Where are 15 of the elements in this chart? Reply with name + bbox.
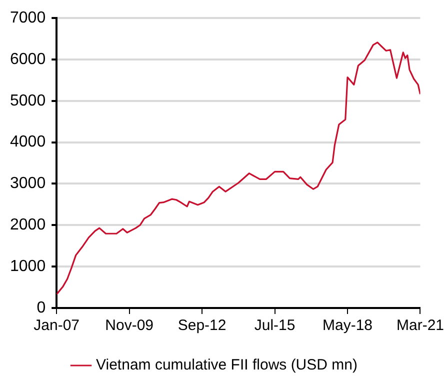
y-tick-label: 6000 xyxy=(10,50,46,68)
x-tick-label: Nov-09 xyxy=(105,317,154,334)
legend-label: Vietnam cumulative FII flows (USD mn) xyxy=(96,356,358,374)
x-tick-label: Jan-07 xyxy=(34,317,80,334)
y-tick-label: 3000 xyxy=(10,175,46,192)
x-tick-label: May-18 xyxy=(322,317,373,334)
x-tick-label: Sep-12 xyxy=(178,317,226,334)
y-tick-label: 5000 xyxy=(10,92,46,110)
y-tick-label: 1000 xyxy=(10,258,46,275)
x-tick-label: Mar-21 xyxy=(396,317,444,334)
y-tick-label: 0 xyxy=(36,299,46,316)
y-tick-label: 7000 xyxy=(10,9,46,26)
x-tick-label: Jul-15 xyxy=(254,317,296,334)
y-tick-label: 2000 xyxy=(10,216,46,234)
y-tick-label: 4000 xyxy=(10,134,46,151)
